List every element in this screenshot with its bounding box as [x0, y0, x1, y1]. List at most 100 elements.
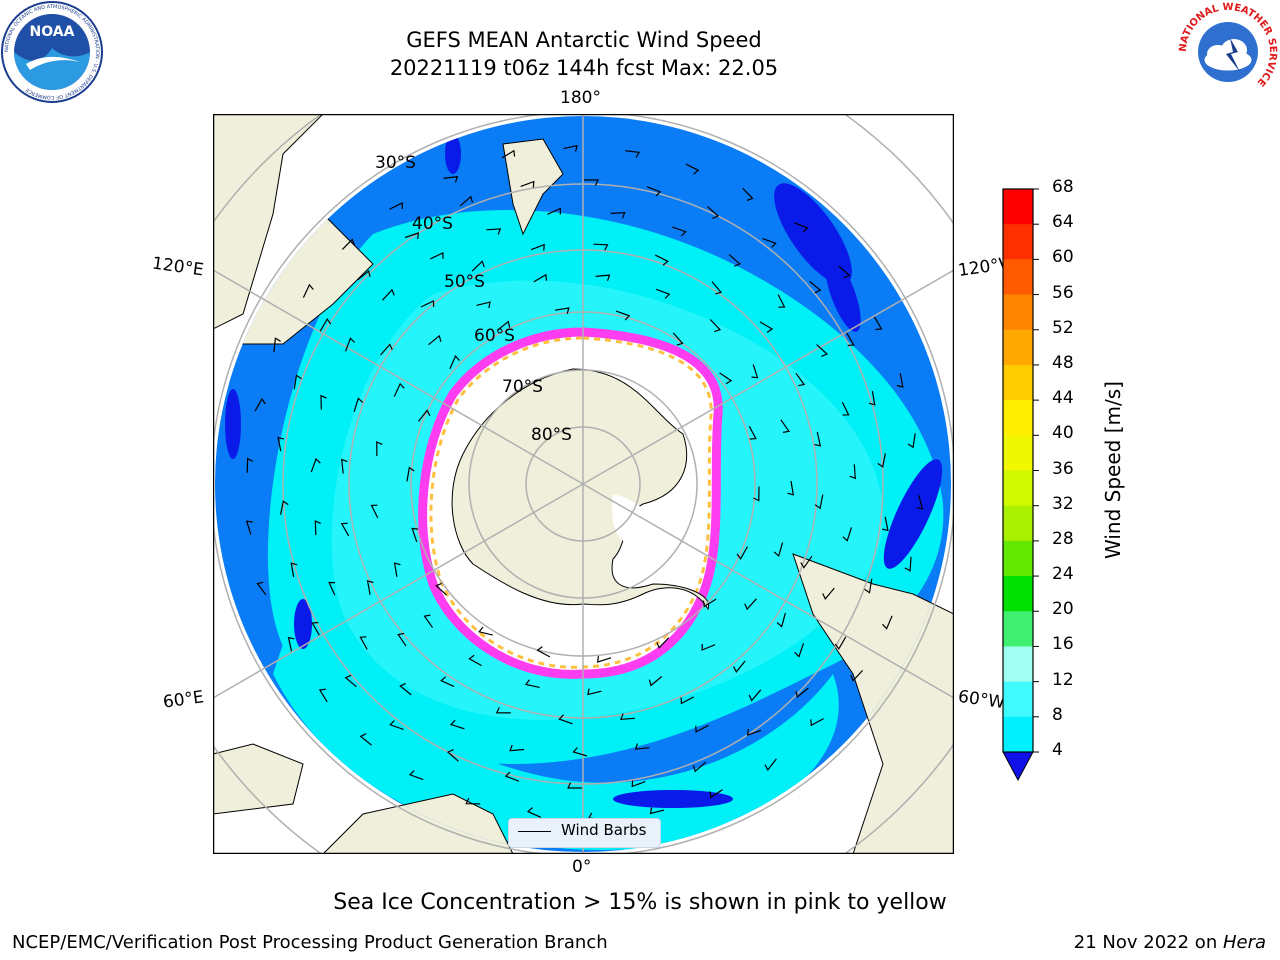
wind-barb: [468, 654, 482, 667]
wind-barbs: [245, 144, 924, 820]
wind-barb: [753, 486, 760, 502]
colorbar-segment: [1003, 224, 1033, 260]
wind-barb: [530, 243, 545, 251]
colorbar-segment: [1003, 576, 1033, 612]
wind-barb: [747, 728, 762, 736]
wind-barb: [615, 310, 631, 321]
wind-barb: [450, 719, 465, 730]
wind-barb: [619, 713, 635, 720]
wind-barb: [256, 581, 267, 596]
colorbar-segment: [1003, 716, 1033, 753]
wind-barb: [873, 316, 883, 331]
colorbar-tick-label: 52: [1052, 317, 1074, 338]
colorbar-tick-label: 68: [1052, 177, 1074, 197]
wind-barb: [547, 207, 561, 215]
colorbar-tick-label: 60: [1052, 247, 1074, 268]
wind-barb: [751, 364, 759, 379]
wind-barb: [246, 457, 254, 473]
chart-title: GEFS MEAN Antarctic Wind Speed: [406, 28, 762, 52]
legend: [508, 818, 661, 848]
wind-barb: [273, 337, 281, 353]
wind-barb: [850, 669, 864, 682]
wind-barb: [486, 228, 502, 235]
wind-barb: [357, 269, 371, 281]
wind-barb: [610, 212, 626, 219]
wind-barb: [389, 202, 403, 210]
wind-barb: [904, 556, 912, 572]
wind-barb: [838, 265, 851, 279]
wind-barb: [359, 733, 372, 746]
wind-barb: [376, 441, 383, 457]
wind-barb: [759, 321, 774, 333]
wind-barb: [435, 582, 447, 596]
lon-label-0: 0°: [572, 857, 592, 877]
lon-label-60w: 60°W: [956, 686, 1007, 714]
wind-barb: [777, 294, 786, 308]
credit-right: 21 Nov 2022 on Hera: [1074, 932, 1266, 953]
wind-barb: [795, 372, 806, 387]
wind-barb: [509, 744, 525, 752]
wind-barb: [254, 397, 266, 412]
wind-barb: [341, 458, 348, 474]
wind-barb: [748, 425, 757, 440]
colorbar-tick-label: 32: [1052, 493, 1074, 514]
wind-barb: [672, 332, 684, 346]
wind-barb: [310, 457, 321, 473]
wind-barb: [816, 344, 829, 357]
wind-barb: [787, 480, 795, 496]
wind-barb: [465, 798, 481, 805]
wind-barb: [520, 180, 535, 188]
wind-barb: [814, 431, 822, 447]
wind-barb: [692, 761, 707, 773]
wind-barb: [842, 527, 853, 542]
wind-barb: [834, 636, 847, 651]
colorbar-tick-label: 20: [1052, 599, 1074, 620]
wind-barb: [393, 382, 405, 397]
wind-barb: [672, 226, 687, 237]
colorbar-segment: [1003, 505, 1033, 542]
wind-barb: [418, 409, 431, 422]
wind-barb: [563, 144, 578, 152]
wind-barb: [655, 288, 671, 299]
colorbar-segment: [1003, 364, 1033, 401]
wind-barb: [319, 317, 332, 332]
wind-barb: [794, 643, 805, 658]
lon-label-180: 180°: [560, 88, 601, 108]
colorbar-tick-label: 40: [1052, 423, 1074, 444]
wind-barb: [558, 714, 573, 725]
wind-barb: [631, 780, 646, 788]
wind-barb: [680, 696, 695, 705]
lat-label-40s: 40°S: [412, 214, 453, 234]
wind-barb: [353, 397, 364, 412]
wind-barb: [625, 150, 641, 158]
wind-barb: [593, 243, 609, 251]
wind-barb: [810, 718, 824, 727]
wind-barb: [649, 807, 665, 815]
wind-barb: [443, 175, 459, 183]
lat-label-30s: 30°S: [375, 153, 416, 173]
colorbar-tick-label: 56: [1052, 282, 1074, 303]
colorbar-tick-label: 24: [1052, 564, 1074, 585]
wind-barb: [446, 749, 459, 762]
colorbar-tick-label: 48: [1052, 352, 1074, 373]
wind-barb: [524, 679, 540, 688]
wind-barb: [536, 646, 551, 658]
nws-logo: NATIONAL WEATHER SERVICE: [1178, 2, 1278, 100]
wind-barb: [736, 546, 749, 560]
wind-barb: [495, 707, 511, 714]
wind-barb: [478, 626, 493, 636]
map-border: [213, 114, 954, 854]
graticule: [213, 114, 954, 854]
wind-barb: [476, 301, 491, 309]
noaa-logo: NATIONAL OCEANIC AND ATMOSPHERIC ADMINIS…: [1, 1, 103, 103]
colorbar-label: Wind Speed [m/s]: [1101, 381, 1125, 559]
wind-barb: [341, 238, 355, 250]
wind-barb: [584, 179, 599, 186]
colorbar-segment: [1003, 435, 1033, 471]
antarctica: [451, 368, 709, 611]
wind-barb: [408, 770, 424, 781]
colorbar-segment: [1003, 294, 1033, 331]
legend-wind-barb-line: [518, 831, 551, 832]
wind-barb: [420, 300, 435, 308]
wind-barb: [320, 394, 327, 410]
